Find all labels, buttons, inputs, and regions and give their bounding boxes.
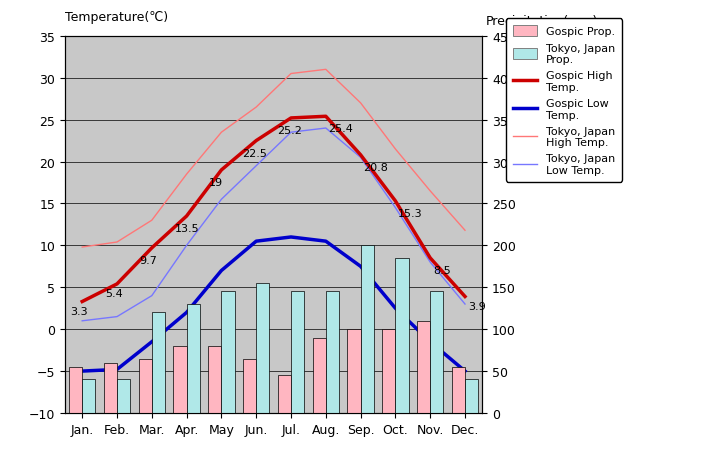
Text: 25.4: 25.4 (328, 124, 354, 134)
Bar (152, 313, 165, 413)
Text: 8.5: 8.5 (433, 265, 451, 275)
Text: 15.3: 15.3 (398, 208, 423, 218)
Bar (291, 292, 305, 413)
Bar (395, 258, 409, 413)
Text: 20.8: 20.8 (364, 162, 388, 173)
Bar (382, 330, 395, 413)
Text: 3.9: 3.9 (468, 302, 485, 311)
Text: Temperature(℃): Temperature(℃) (65, 11, 168, 24)
Bar (82, 380, 96, 413)
Text: 25.2: 25.2 (277, 126, 302, 136)
Bar (174, 346, 186, 413)
Bar (431, 292, 444, 413)
Bar (278, 375, 291, 413)
Bar (256, 284, 269, 413)
Text: 19: 19 (210, 178, 223, 188)
Text: 9.7: 9.7 (140, 255, 158, 265)
Bar (208, 346, 222, 413)
Text: 3.3: 3.3 (70, 307, 88, 316)
Bar (451, 367, 465, 413)
Bar (117, 380, 130, 413)
Bar (69, 367, 82, 413)
Text: 13.5: 13.5 (174, 224, 199, 234)
Bar (104, 363, 117, 413)
Text: 22.5: 22.5 (242, 148, 267, 158)
Bar (312, 338, 325, 413)
Bar (325, 292, 339, 413)
Legend: Gospic Prop., Tokyo, Japan
Prop., Gospic High
Temp., Gospic Low
Temp., Tokyo, Ja: Gospic Prop., Tokyo, Japan Prop., Gospic… (506, 19, 622, 182)
Bar (417, 321, 431, 413)
Bar (347, 330, 361, 413)
Bar (243, 359, 256, 413)
Bar (465, 380, 478, 413)
Bar (222, 292, 235, 413)
Bar (138, 359, 152, 413)
Text: 5.4: 5.4 (105, 289, 122, 299)
Text: Precipitation(mm): Precipitation(mm) (486, 15, 598, 28)
Bar (361, 246, 374, 413)
Bar (186, 304, 200, 413)
